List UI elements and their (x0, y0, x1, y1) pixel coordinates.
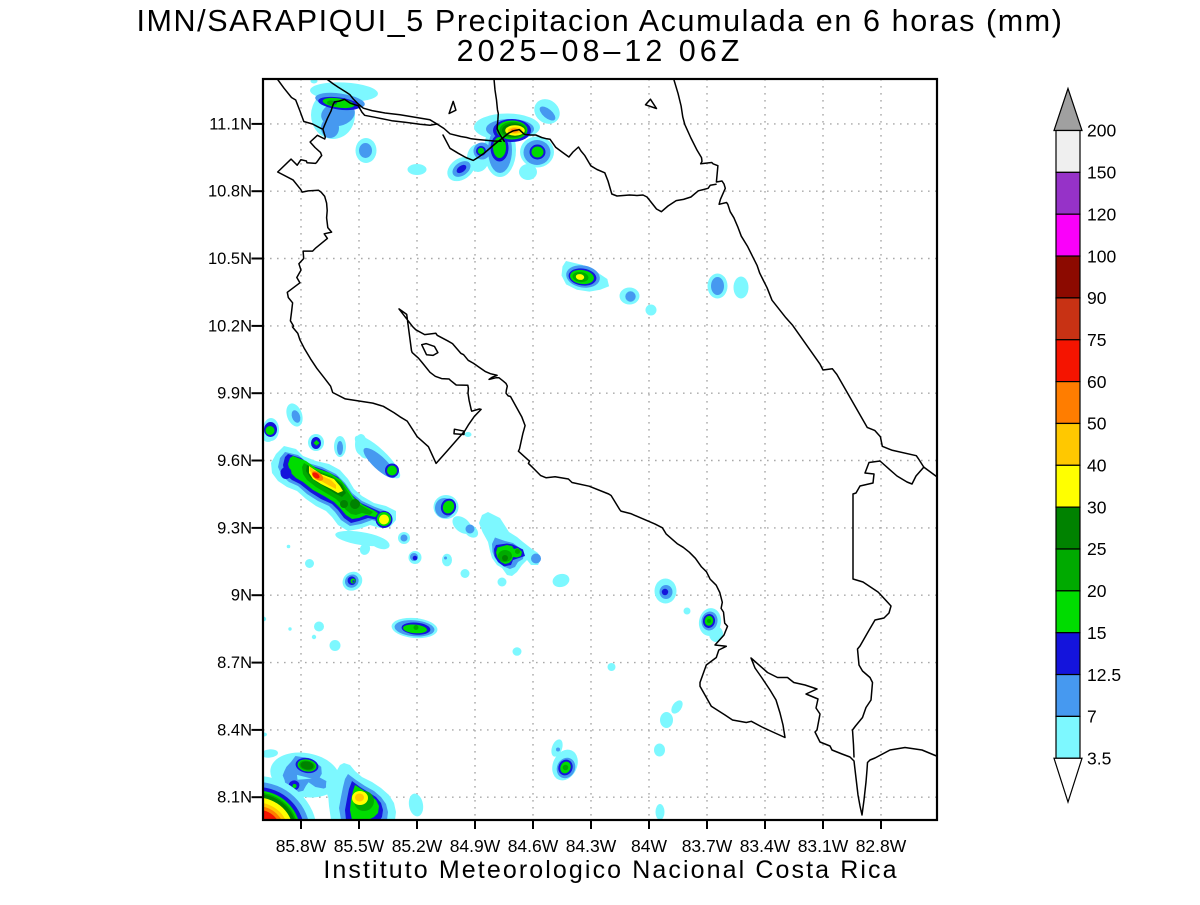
svg-text:7: 7 (1087, 707, 1097, 727)
svg-text:9.6N: 9.6N (217, 452, 252, 470)
svg-text:90: 90 (1087, 288, 1107, 308)
svg-text:83.7W: 83.7W (682, 836, 733, 856)
svg-text:9N: 9N (231, 587, 252, 605)
svg-text:150: 150 (1087, 163, 1116, 183)
svg-text:9.9N: 9.9N (217, 385, 252, 403)
svg-text:15: 15 (1087, 623, 1106, 643)
svg-text:60: 60 (1087, 372, 1107, 392)
svg-text:10.5N: 10.5N (208, 250, 252, 268)
svg-text:85.5W: 85.5W (334, 836, 385, 856)
svg-text:9.3N: 9.3N (217, 519, 252, 537)
svg-text:85.2W: 85.2W (392, 836, 443, 856)
svg-text:83.4W: 83.4W (740, 836, 791, 856)
svg-text:Instituto Meteorologico Nacion: Instituto Meteorologico Nacional Costa R… (323, 856, 898, 884)
svg-text:3.5: 3.5 (1087, 748, 1111, 768)
svg-text:20: 20 (1087, 581, 1107, 601)
svg-text:10.8N: 10.8N (208, 183, 252, 201)
svg-text:75: 75 (1087, 330, 1106, 350)
svg-text:2025–08–12 06Z: 2025–08–12 06Z (457, 34, 744, 68)
svg-text:84.9W: 84.9W (450, 836, 501, 856)
svg-text:8.1N: 8.1N (217, 789, 252, 807)
svg-text:85.8W: 85.8W (276, 836, 327, 856)
svg-text:82.8W: 82.8W (856, 836, 907, 856)
svg-text:50: 50 (1087, 414, 1107, 434)
svg-text:84W: 84W (631, 836, 667, 856)
svg-text:83.1W: 83.1W (798, 836, 849, 856)
svg-text:8.7N: 8.7N (217, 654, 252, 672)
svg-text:84.6W: 84.6W (508, 836, 559, 856)
svg-text:11.1N: 11.1N (209, 115, 252, 133)
svg-text:25: 25 (1087, 539, 1106, 559)
svg-text:10.2N: 10.2N (208, 317, 252, 335)
svg-text:120: 120 (1087, 204, 1116, 224)
svg-text:100: 100 (1087, 246, 1116, 266)
svg-text:30: 30 (1087, 497, 1107, 517)
svg-text:40: 40 (1087, 456, 1107, 476)
svg-text:200: 200 (1087, 121, 1116, 141)
svg-text:84.3W: 84.3W (566, 836, 617, 856)
svg-text:8.4N: 8.4N (217, 721, 252, 739)
svg-text:IMN/SARAPIQUI_5 Precipitacion: IMN/SARAPIQUI_5 Precipitacion Acumulada … (136, 4, 1063, 38)
svg-text:12.5: 12.5 (1087, 665, 1121, 685)
